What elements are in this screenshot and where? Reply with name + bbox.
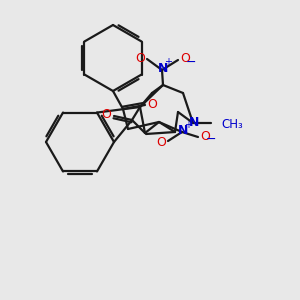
Text: O: O [200, 130, 210, 142]
Text: O: O [180, 52, 190, 65]
Text: −: − [206, 133, 216, 146]
Text: +: + [164, 57, 172, 67]
Text: N: N [158, 62, 168, 76]
Text: −: − [186, 56, 196, 68]
Text: N: N [189, 116, 199, 128]
Text: O: O [147, 98, 157, 110]
Text: CH₃: CH₃ [221, 118, 243, 130]
Text: +: + [184, 120, 192, 130]
Text: O: O [135, 52, 145, 64]
Text: O: O [156, 136, 166, 148]
Text: O: O [101, 109, 111, 122]
Text: N: N [178, 124, 188, 137]
